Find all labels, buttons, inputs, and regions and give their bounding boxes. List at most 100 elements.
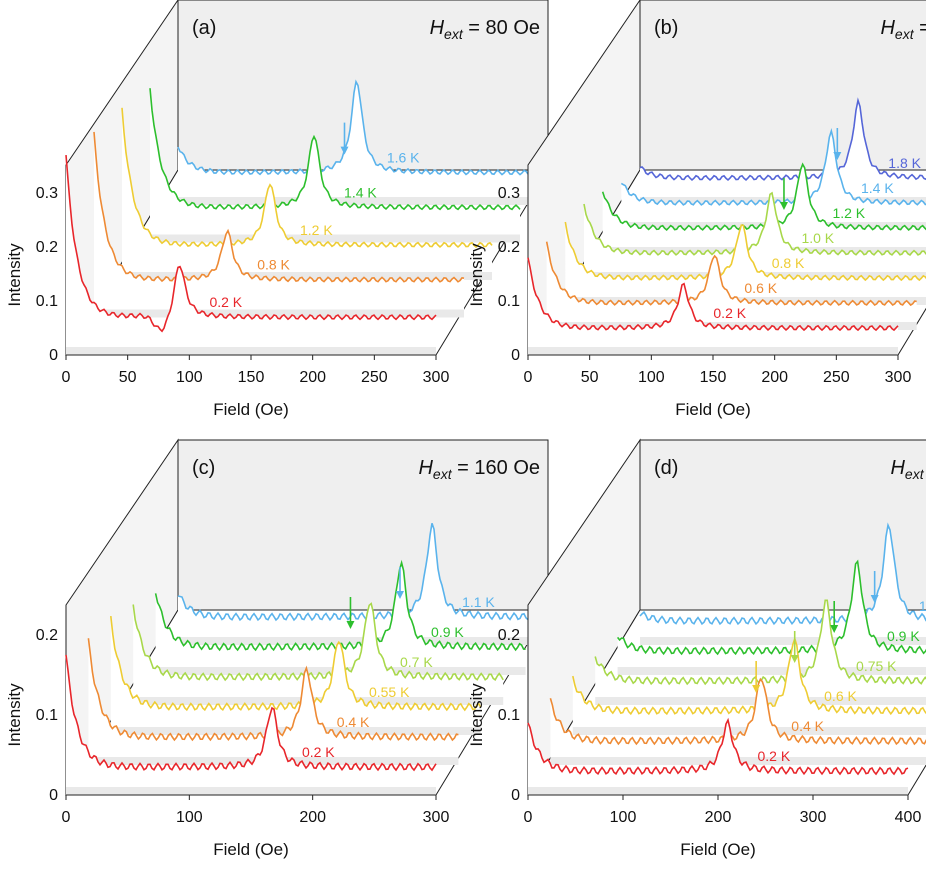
- series-fill: [110, 616, 481, 735]
- y-axis-label: Intensity: [5, 683, 24, 747]
- y-axis-label: Intensity: [467, 243, 486, 307]
- y-tick-label: 0: [511, 347, 520, 364]
- x-tick-label: 150: [238, 369, 265, 386]
- series-label: 0.4 K: [791, 718, 824, 734]
- series-fill: [565, 221, 926, 305]
- x-tick-label: 200: [299, 809, 326, 826]
- series-fill: [546, 241, 917, 330]
- series-fill: [528, 720, 908, 795]
- y-tick-label: 0.2: [36, 239, 58, 256]
- series-0.2K: 0.2 K: [65, 654, 437, 795]
- series-fill: [584, 192, 926, 280]
- arrow-head: [870, 595, 879, 603]
- series-line: [564, 221, 926, 282]
- series-0.2K: 0.2 K: [527, 717, 909, 795]
- x-tick-label: 200: [761, 369, 788, 386]
- series-line: [601, 162, 926, 231]
- y-tick-label: 0.3: [498, 185, 520, 202]
- series-shadow: [528, 787, 908, 795]
- series-label: 0.9 K: [887, 628, 920, 644]
- panel-label: (d): [654, 457, 678, 479]
- x-axis-label: Field (Oe): [213, 400, 289, 419]
- x-axis-label: Field (Oe): [675, 400, 751, 419]
- series-label: 0.2 K: [713, 305, 746, 321]
- x-tick-label: 0: [524, 809, 533, 826]
- x-tick-label: 50: [581, 369, 599, 386]
- series-line: [177, 522, 549, 622]
- series-fill: [640, 525, 926, 645]
- series-shadow: [546, 322, 917, 330]
- back-wall: [177, 439, 549, 611]
- series-0.9K: 0.9 K: [616, 559, 926, 675]
- y-tick-label: 0: [49, 787, 58, 804]
- series-label: 1.8 K: [888, 155, 921, 171]
- field-subscript: ext: [444, 26, 464, 42]
- series-label: 0.6 K: [824, 688, 857, 704]
- y-tick-label: 0.2: [498, 239, 520, 256]
- x-tick-label: 300: [423, 809, 450, 826]
- series-line: [549, 677, 926, 746]
- y-tick-label: 0: [511, 787, 520, 804]
- field-value: = 200 Oe: [924, 457, 926, 479]
- series-fill: [150, 88, 520, 243]
- series-label: 1.05 K: [919, 598, 926, 614]
- arrow-head: [830, 625, 839, 633]
- series-label: 1.2 K: [300, 222, 333, 238]
- series-label: 0.75 K: [856, 658, 897, 674]
- field-annotation: Hext = 160 Oe: [418, 457, 540, 482]
- arrow-head: [346, 621, 355, 629]
- series-label: 1.2 K: [832, 205, 865, 221]
- series-0.2K: 0.2 K: [527, 257, 899, 355]
- x-tick-label: 0: [62, 809, 71, 826]
- panel-a: 1.6 K 1.4 K 1.2 K 0.8 K 0.2 K 0 50 100 150 200 250…: [5, 0, 549, 419]
- series-label: 1.4 K: [344, 184, 377, 200]
- series-fill: [155, 562, 526, 675]
- x-tick-label: 300: [423, 369, 450, 386]
- series-1.2K: 1.2 K: [121, 107, 493, 280]
- series-line: [65, 654, 437, 772]
- field-symbol: H: [890, 457, 905, 479]
- series-line: [527, 717, 909, 776]
- field-annotation: Hext = 200 Oe: [890, 457, 926, 482]
- field-annotation: Hext = 80 Oe: [430, 17, 540, 42]
- series-line: [527, 257, 899, 332]
- series-label: 0.2 K: [758, 748, 791, 764]
- field-subscript: ext: [433, 466, 453, 482]
- series-fill: [94, 131, 464, 318]
- y-axis-label: Intensity: [467, 683, 486, 747]
- x-tick-label: 400: [895, 809, 922, 826]
- panel-c: 1.1 K 0.9 K 0.7 K 0.55 K 0.4 K0.2 K 0 100 200 30…: [5, 438, 549, 859]
- series-fill: [617, 561, 926, 675]
- series-shadow: [617, 667, 926, 675]
- y-tick-label: 0: [49, 347, 58, 364]
- y-tick-label: 0.1: [36, 293, 58, 310]
- field-value: = 80 Oe: [463, 17, 540, 39]
- series-shadow: [122, 272, 492, 280]
- series-0.6K: 0.6 K: [545, 241, 917, 330]
- series-label: 1.1 K: [462, 594, 495, 610]
- series-line: [121, 107, 493, 249]
- series-fill: [602, 164, 926, 255]
- series-label: 1.4 K: [861, 180, 894, 196]
- back-wall: [639, 0, 926, 171]
- x-tick-label: 0: [524, 369, 533, 386]
- x-tick-label: 150: [700, 369, 727, 386]
- series-fill: [178, 523, 548, 645]
- series-label: 0.9 K: [431, 624, 464, 640]
- x-tick-label: 100: [176, 369, 203, 386]
- series-label: 0.8 K: [772, 255, 805, 271]
- series-fill: [66, 155, 436, 355]
- panel-d: 1.05 K 0.9 K 0.75 K 0.6 K0.4 K0.2 K 0 100 200 3…: [467, 438, 926, 859]
- x-tick-label: 200: [299, 369, 326, 386]
- series-fill: [621, 130, 926, 230]
- series-fill: [595, 600, 926, 705]
- series-0.8K: 0.8 K: [93, 131, 465, 318]
- panel-label: (a): [192, 17, 216, 39]
- panel-label: (c): [192, 457, 215, 479]
- x-axis-label: Field (Oe): [680, 840, 756, 859]
- series-1.6K: 1.6 K: [177, 79, 549, 205]
- x-tick-label: 100: [638, 369, 665, 386]
- series-line: [110, 615, 482, 712]
- panel-label: (b): [654, 17, 678, 39]
- arrow-head: [833, 152, 842, 160]
